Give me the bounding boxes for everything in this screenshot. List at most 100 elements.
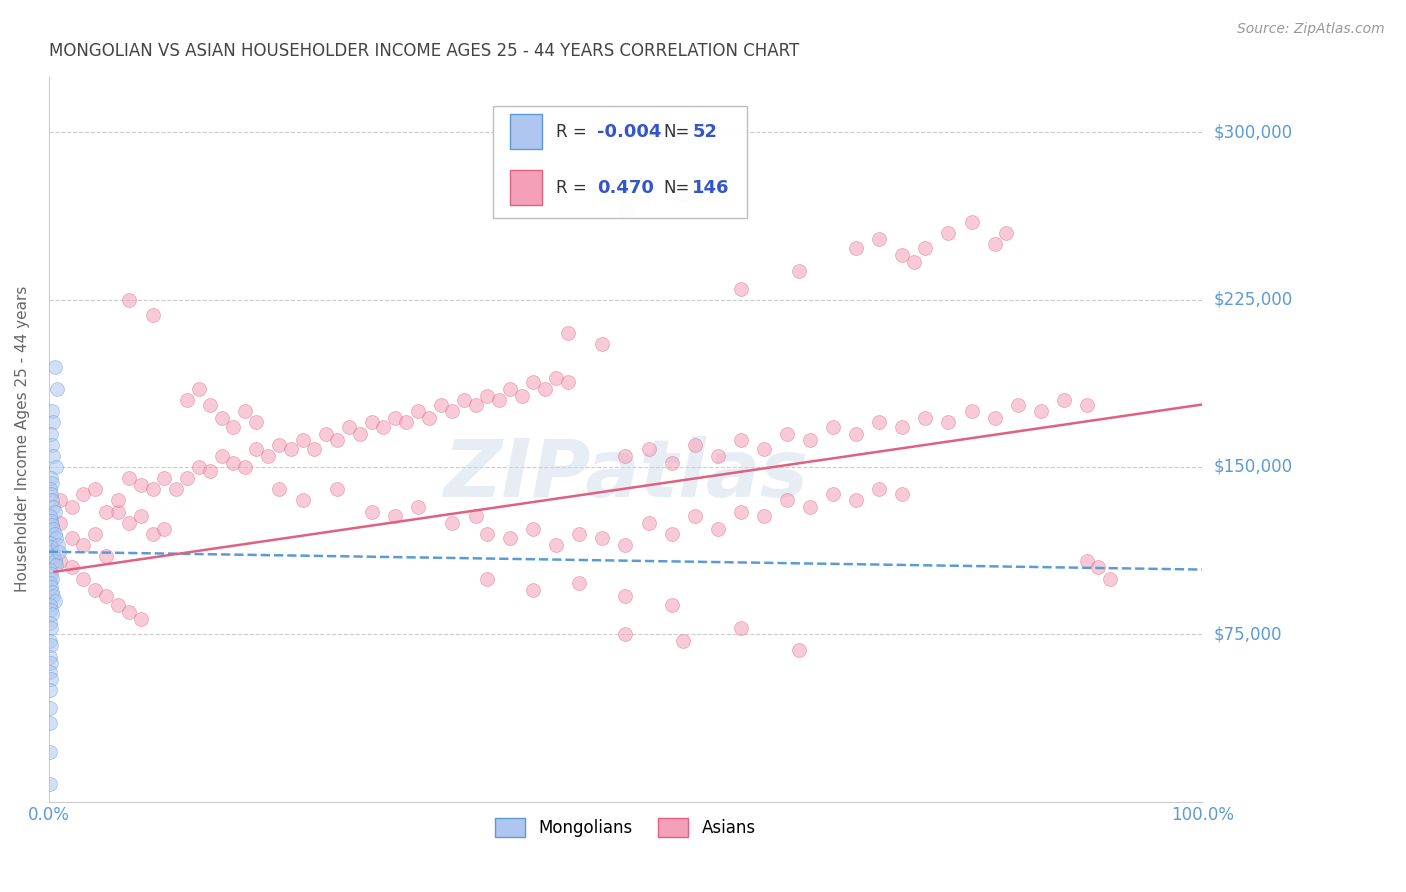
Point — [107, 599, 129, 613]
Point — [72, 572, 94, 586]
Point — [614, 203, 637, 218]
Point — [38, 634, 60, 648]
Point — [776, 426, 799, 441]
Point — [38, 483, 60, 497]
Point — [938, 415, 960, 429]
Point — [42, 415, 65, 429]
Point — [280, 442, 302, 457]
Y-axis label: Householder Income Ages 25 - 44 years: Householder Income Ages 25 - 44 years — [15, 286, 30, 592]
Point — [661, 599, 683, 613]
Point — [983, 236, 1005, 251]
Point — [41, 437, 63, 451]
Point — [83, 582, 105, 597]
Point — [661, 456, 683, 470]
Point — [349, 426, 371, 441]
Point — [914, 410, 936, 425]
Point — [776, 493, 799, 508]
Point — [614, 538, 637, 552]
Point — [914, 241, 936, 255]
Point — [787, 263, 810, 277]
Point — [360, 505, 382, 519]
Point — [291, 433, 314, 447]
Point — [41, 404, 63, 418]
Text: 0.470: 0.470 — [596, 178, 654, 196]
Point — [45, 558, 67, 573]
Point — [38, 509, 60, 524]
Point — [995, 226, 1018, 240]
Point — [960, 404, 983, 418]
Point — [510, 388, 533, 402]
Point — [45, 460, 67, 475]
Text: MONGOLIAN VS ASIAN HOUSEHOLDER INCOME AGES 25 - 44 YEARS CORRELATION CHART: MONGOLIAN VS ASIAN HOUSEHOLDER INCOME AG… — [49, 42, 799, 60]
Point — [326, 483, 349, 497]
Text: 146: 146 — [692, 178, 730, 196]
Point — [845, 493, 868, 508]
Point — [302, 442, 325, 457]
Point — [568, 576, 591, 591]
Point — [41, 518, 63, 533]
Point — [384, 410, 406, 425]
Point — [960, 214, 983, 228]
Point — [107, 493, 129, 508]
Point — [96, 505, 118, 519]
Point — [730, 505, 752, 519]
Point — [752, 509, 775, 524]
Text: -0.004: -0.004 — [596, 123, 661, 141]
Point — [891, 248, 914, 262]
Point — [752, 442, 775, 457]
Point — [72, 538, 94, 552]
Point — [48, 545, 70, 559]
Point — [39, 639, 62, 653]
Point — [44, 505, 66, 519]
Text: 52: 52 — [692, 123, 717, 141]
Point — [38, 701, 60, 715]
Point — [38, 576, 60, 591]
Point — [38, 616, 60, 631]
Point — [39, 672, 62, 686]
Text: ZIPatlas: ZIPatlas — [443, 436, 808, 515]
Point — [683, 509, 706, 524]
Point — [118, 293, 141, 307]
Point — [557, 375, 579, 389]
Point — [591, 337, 613, 351]
Point — [118, 516, 141, 530]
Point — [1053, 392, 1076, 407]
Point — [683, 437, 706, 451]
Point — [522, 375, 544, 389]
Point — [269, 483, 291, 497]
Point — [60, 560, 83, 574]
Point — [153, 471, 176, 485]
Point — [868, 232, 890, 246]
Point — [406, 500, 429, 515]
Point — [39, 471, 62, 485]
Point — [845, 426, 868, 441]
Point — [787, 643, 810, 657]
Point — [614, 590, 637, 604]
Point — [903, 254, 925, 268]
Point — [49, 554, 72, 568]
Point — [38, 649, 60, 664]
Point — [129, 612, 152, 626]
Point — [118, 471, 141, 485]
Point — [672, 634, 695, 648]
Point — [868, 415, 890, 429]
Point — [45, 532, 67, 546]
Point — [38, 665, 60, 680]
Point — [568, 527, 591, 541]
Point — [142, 308, 165, 322]
Point — [245, 415, 267, 429]
Point — [39, 603, 62, 617]
Point — [41, 545, 63, 559]
Point — [637, 516, 659, 530]
Point — [799, 500, 821, 515]
Point — [42, 449, 65, 463]
Point — [39, 581, 62, 595]
Point — [41, 493, 63, 508]
Point — [441, 516, 464, 530]
Point — [165, 483, 187, 497]
Point — [96, 549, 118, 564]
Point — [522, 582, 544, 597]
Point — [42, 523, 65, 537]
Point — [799, 433, 821, 447]
Point — [42, 549, 65, 564]
